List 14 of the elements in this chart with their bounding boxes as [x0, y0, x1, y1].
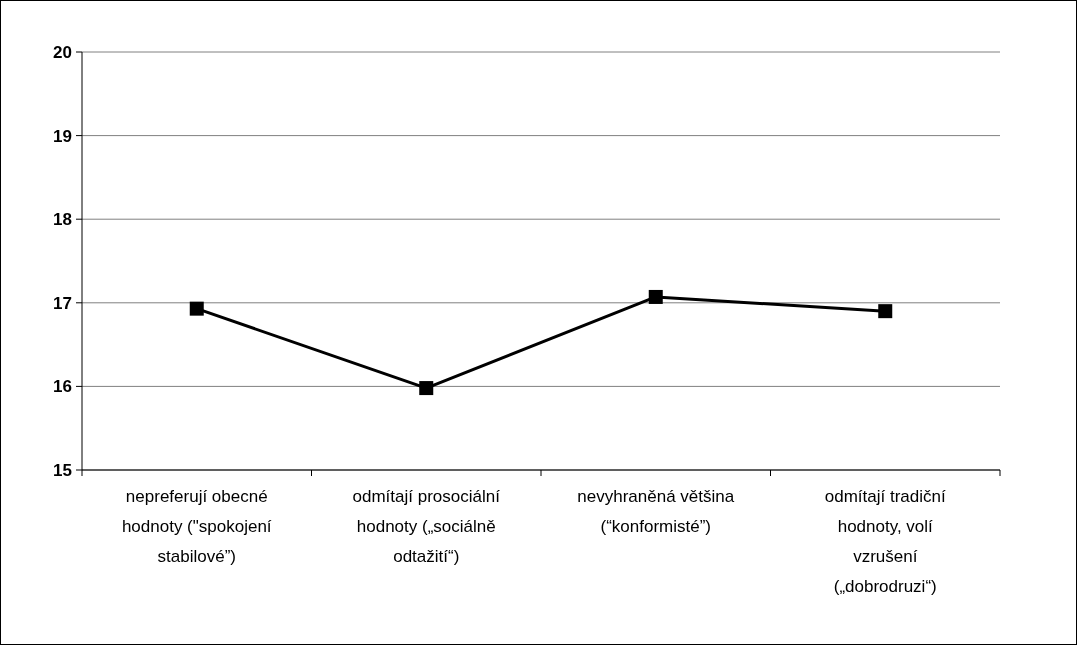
point: [419, 381, 434, 396]
point: [648, 289, 663, 304]
point: [878, 304, 893, 319]
y-tick-label: 15: [53, 460, 72, 480]
x-tick-label: nevyhraněná většina (“konformisté”): [577, 487, 735, 536]
y-tick-label: 16: [53, 377, 72, 397]
y-tick-label: 17: [53, 293, 72, 313]
y-tick-label: 19: [53, 126, 72, 146]
point: [189, 301, 204, 316]
x-tick-label: odmítají tradiční hodnoty, volí vzrušení („dobrodruzi“): [824, 487, 946, 596]
y-tick-label: 18: [53, 210, 72, 230]
x-tick-label: nepreferují obecné hodnoty ("spokojení stabilové”): [121, 487, 272, 566]
x-tick-label: odmítají prosociální hodnoty („sociálně odtažití“): [352, 487, 501, 566]
y-tick-label: 20: [53, 42, 72, 62]
